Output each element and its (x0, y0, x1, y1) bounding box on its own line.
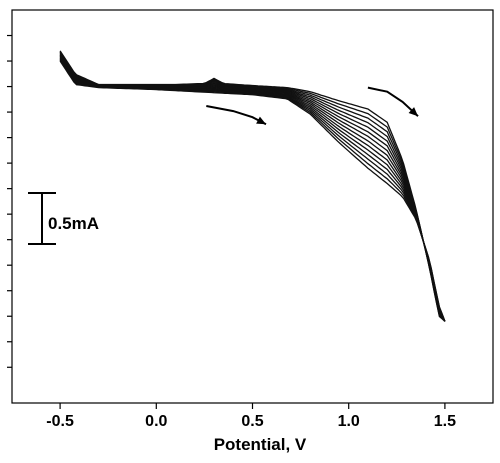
cv-cycle-line (59, 59, 446, 322)
x-axis-ticks: -0.5 0.0 0.5 1.0 1.5 (46, 403, 456, 430)
x-axis-title: Potential, V (214, 435, 307, 454)
x-tick-label: 1.0 (338, 413, 360, 430)
scale-bar-label: 0.5mA (48, 214, 99, 233)
cv-cycle-line (59, 59, 446, 322)
scan-arrow-head (256, 116, 266, 125)
x-tick-label: 1.5 (434, 413, 456, 430)
scan-arrow-head (408, 107, 418, 117)
scan-arrow-line (206, 105, 267, 126)
scan-direction-arrows (206, 86, 419, 126)
cv-cycle-line (59, 60, 446, 322)
plot-frame (11, 9, 494, 404)
cv-cycles (59, 50, 446, 322)
x-tick-label: 0.5 (241, 413, 263, 430)
cv-cycle-line (59, 56, 446, 322)
y-axis-ticks (7, 34, 12, 368)
x-tick-label: -0.5 (46, 413, 74, 430)
scale-bar: 0.5mA (28, 192, 99, 246)
scan-arrow-line (367, 86, 419, 117)
cv-cycle-line (59, 58, 446, 322)
cv-cycle-line (59, 57, 446, 322)
cv-cycle-line (59, 55, 446, 322)
cv-cycle-line (59, 55, 446, 322)
x-tick-label: 0.0 (145, 413, 167, 430)
